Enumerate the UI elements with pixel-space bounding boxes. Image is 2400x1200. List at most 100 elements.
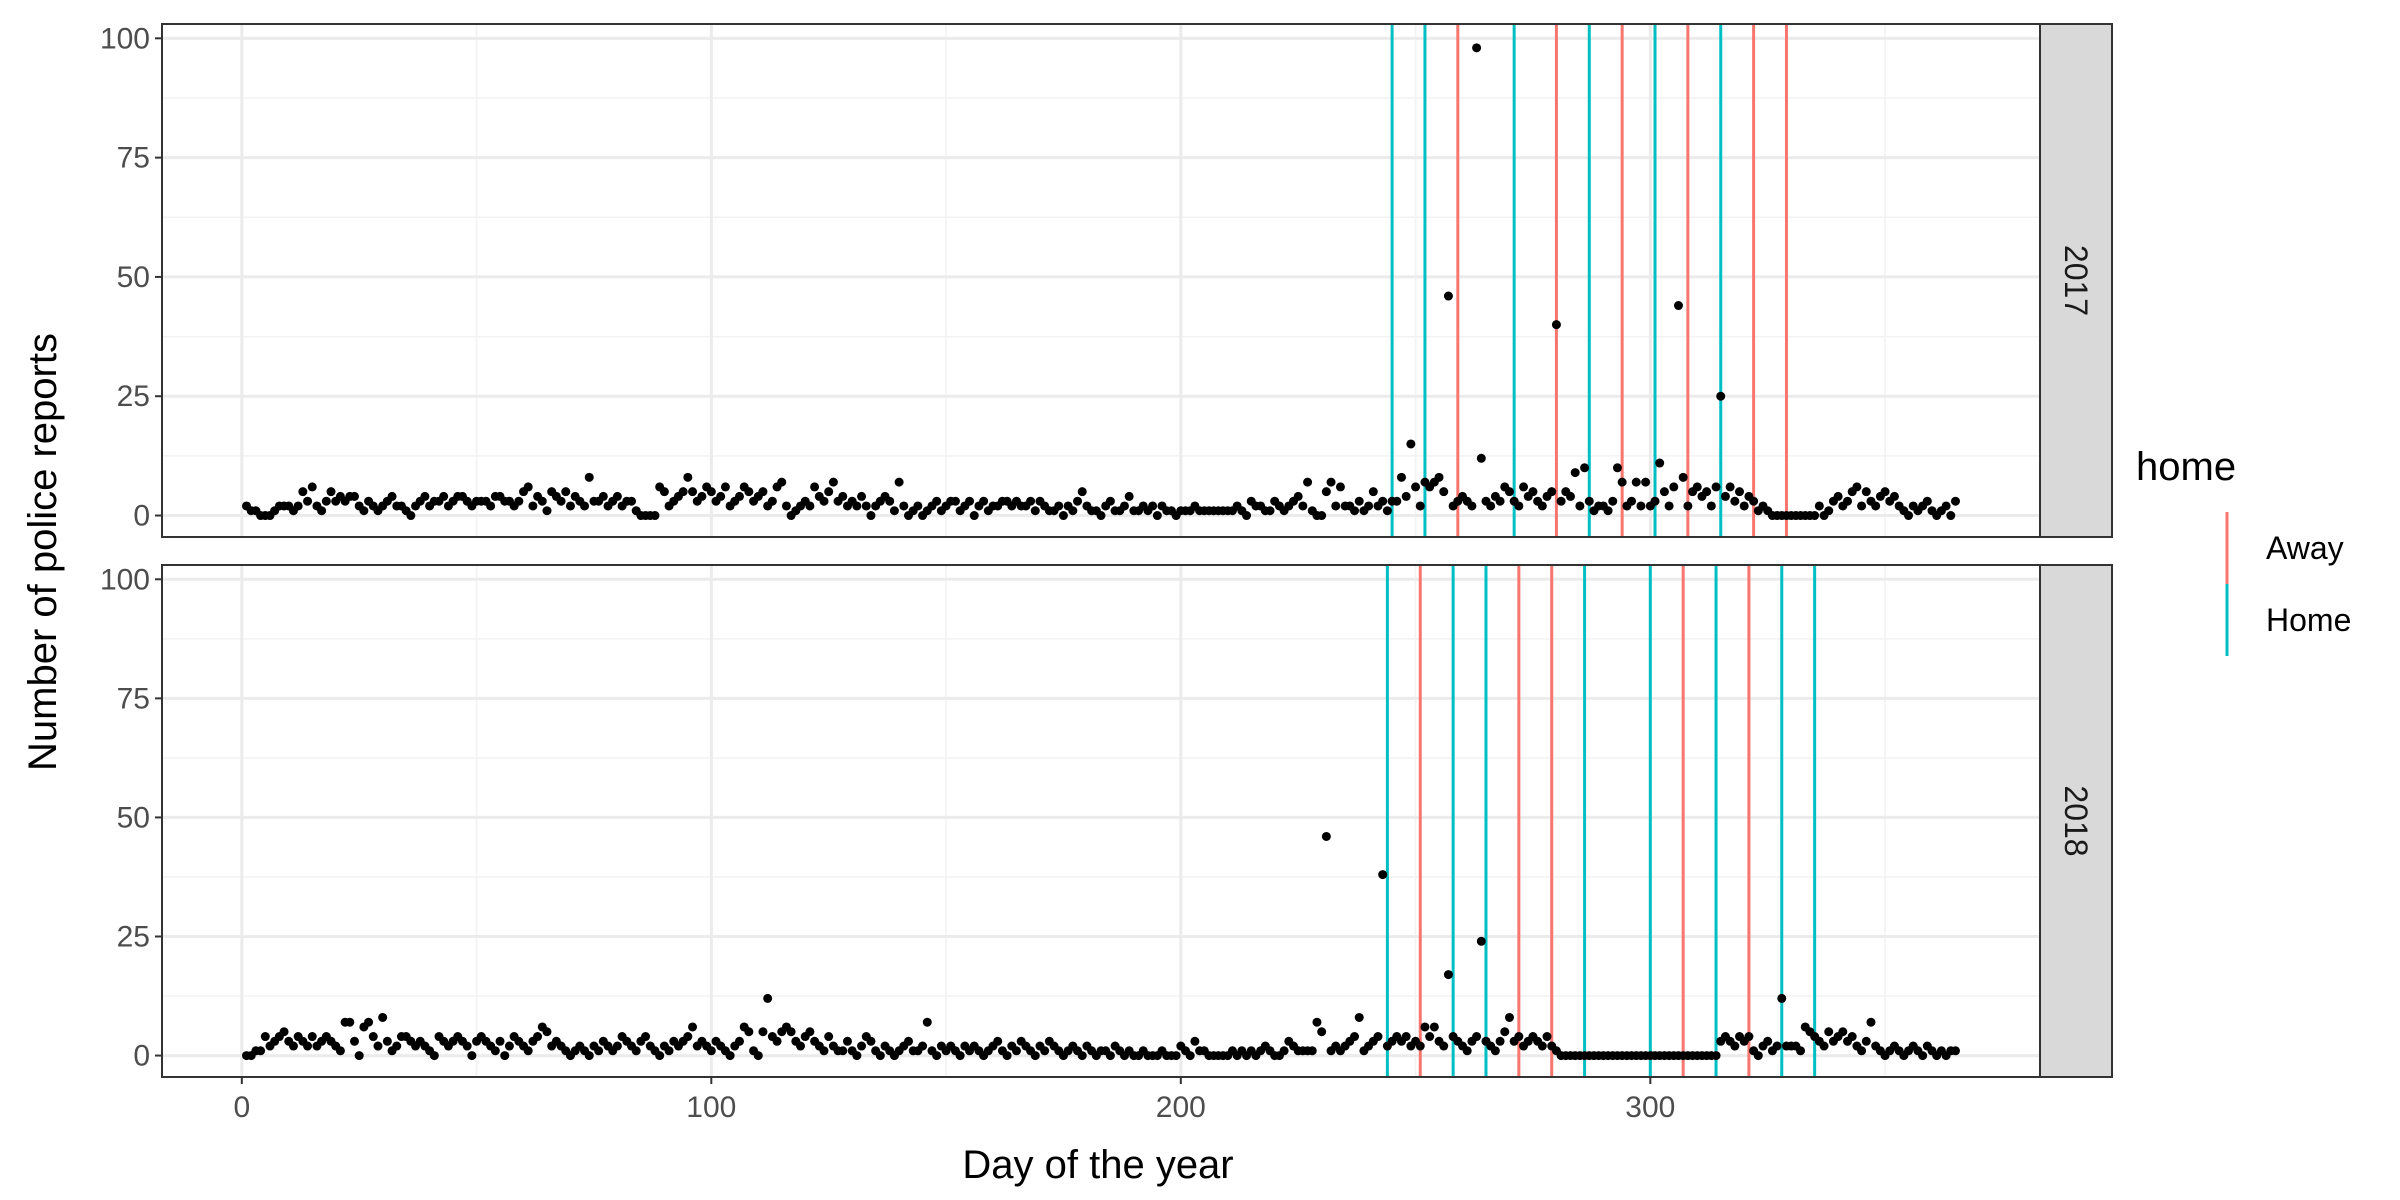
data-point	[744, 1027, 754, 1037]
data-point	[753, 1051, 763, 1061]
data-point	[1490, 1046, 1500, 1056]
y-tick-label: 25	[117, 920, 150, 953]
data-point	[429, 1051, 439, 1061]
data-point	[889, 506, 899, 516]
data-point	[777, 477, 787, 487]
data-point	[1669, 482, 1679, 492]
y-tick-label: 100	[100, 22, 150, 55]
data-point	[819, 496, 829, 506]
data-point	[1683, 501, 1693, 511]
data-point	[688, 487, 698, 497]
data-point	[1190, 1036, 1200, 1046]
x-tick-label: 300	[1625, 1091, 1675, 1124]
data-point	[1378, 496, 1388, 506]
data-point	[1279, 1046, 1289, 1056]
data-point	[688, 1022, 698, 1032]
data-point	[965, 496, 975, 506]
data-point	[378, 1012, 388, 1022]
data-point	[796, 1041, 806, 1051]
data-point	[1401, 1032, 1411, 1042]
data-point	[612, 491, 622, 501]
data-point	[842, 1036, 852, 1046]
data-point	[1950, 496, 1960, 506]
data-point	[1293, 491, 1303, 501]
data-point	[1105, 1051, 1115, 1061]
data-point	[1617, 477, 1627, 487]
data-point	[1420, 1022, 1430, 1032]
x-axis-title: Day of the year	[962, 1143, 1233, 1187]
data-point	[490, 1046, 500, 1056]
data-point	[279, 1027, 289, 1037]
data-point	[1650, 496, 1660, 506]
data-point	[1730, 496, 1740, 506]
y-tick-label: 50	[117, 801, 150, 834]
data-point	[1030, 506, 1040, 516]
data-point	[1720, 491, 1730, 501]
x-axis: 0 100 200 300	[233, 1077, 1675, 1124]
data-point	[1824, 506, 1834, 516]
data-point	[1580, 463, 1590, 473]
data-point	[1396, 472, 1406, 482]
data-point	[1472, 43, 1482, 53]
data-point	[1843, 496, 1853, 506]
data-point	[1425, 1032, 1435, 1042]
data-point	[1537, 1041, 1547, 1051]
data-point	[627, 496, 636, 506]
data-point	[1753, 1051, 1763, 1061]
data-point	[1556, 496, 1566, 506]
data-point	[584, 472, 594, 482]
data-point	[1476, 936, 1486, 946]
data-point	[1730, 1041, 1740, 1051]
data-point	[561, 487, 571, 497]
data-point	[486, 501, 496, 511]
data-point	[913, 501, 923, 511]
data-point	[1861, 487, 1871, 497]
data-point	[1941, 501, 1951, 511]
data-point	[1673, 301, 1683, 311]
data-point	[1411, 482, 1421, 492]
data-point	[387, 491, 397, 501]
data-point	[1833, 491, 1843, 501]
data-point	[542, 506, 552, 516]
data-point	[838, 491, 848, 501]
x-tick-label: 200	[1156, 1091, 1206, 1124]
data-point	[1434, 472, 1444, 482]
data-point	[1749, 496, 1759, 506]
facets-layer: 0 25 50 75 100 2017 0 25 50 75 100 2018	[100, 22, 2113, 1078]
data-point	[772, 1036, 782, 1046]
data-point	[1566, 491, 1575, 501]
data-point	[641, 1032, 651, 1042]
data-point	[1664, 501, 1674, 511]
y-tick-label: 0	[133, 500, 150, 533]
data-point	[1612, 463, 1622, 473]
y-tick-label: 25	[117, 380, 150, 413]
data-point	[1429, 1022, 1439, 1032]
data-point	[1575, 501, 1585, 511]
data-point	[1706, 501, 1716, 511]
data-point	[1702, 487, 1712, 497]
data-point	[1880, 487, 1890, 497]
data-point	[382, 1036, 392, 1046]
data-point	[885, 496, 895, 506]
data-point	[1321, 487, 1331, 497]
data-point	[368, 1032, 378, 1042]
data-point	[1918, 1051, 1928, 1061]
data-point	[899, 501, 909, 511]
data-point	[260, 1032, 270, 1042]
data-point	[556, 496, 566, 506]
data-point	[1946, 511, 1956, 521]
data-point	[1678, 472, 1688, 482]
data-point	[1068, 506, 1078, 516]
data-point	[852, 501, 862, 511]
data-point	[1824, 1027, 1834, 1037]
data-point	[955, 1051, 965, 1061]
data-point	[528, 501, 538, 511]
legend-item-away: Away	[2225, 512, 2344, 584]
data-point	[1819, 1041, 1829, 1051]
data-point	[758, 1027, 768, 1037]
data-point	[345, 1017, 355, 1027]
data-point	[1814, 501, 1824, 511]
data-point	[1655, 458, 1665, 468]
data-point	[1058, 511, 1068, 521]
